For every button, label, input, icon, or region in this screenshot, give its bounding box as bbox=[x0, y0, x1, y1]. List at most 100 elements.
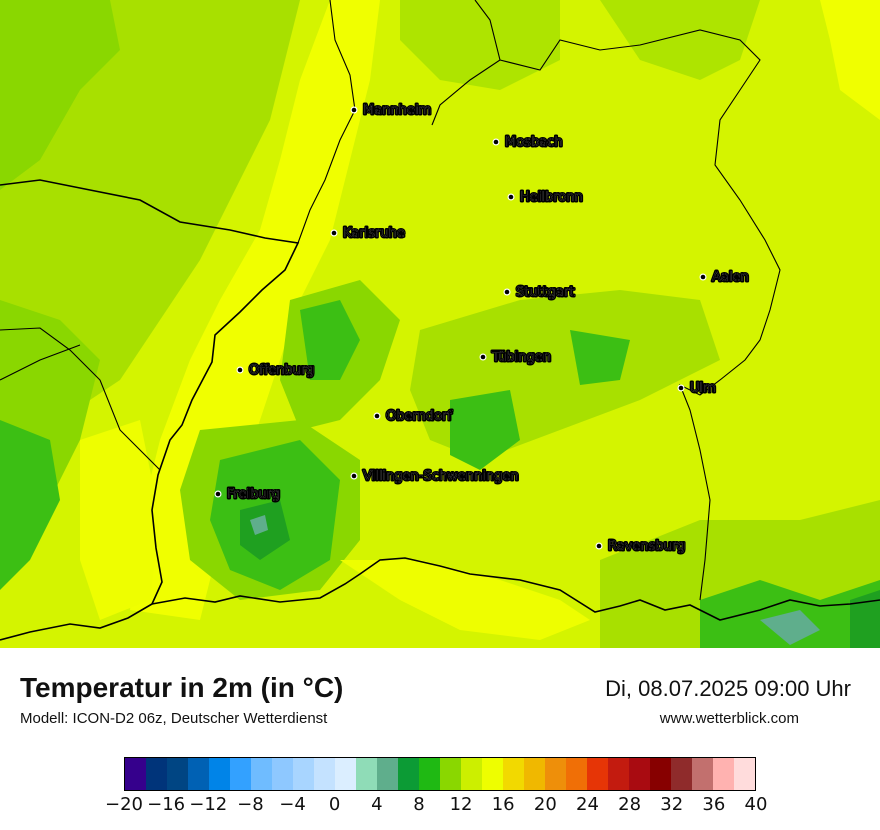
legend-swatch bbox=[167, 758, 188, 790]
legend-tick-label: 4 bbox=[371, 794, 383, 815]
legend-swatch bbox=[356, 758, 377, 790]
city-dot bbox=[700, 274, 706, 280]
city-label-halo: Freiburg bbox=[227, 487, 280, 502]
legend-swatch bbox=[608, 758, 629, 790]
legend-swatch bbox=[335, 758, 356, 790]
city-label: Freiburg bbox=[227, 487, 280, 502]
legend-swatch bbox=[440, 758, 461, 790]
map-canvas bbox=[0, 0, 880, 648]
city-dot bbox=[508, 194, 514, 200]
model-info: Modell: ICON-D2 06z, Deutscher Wetterdie… bbox=[20, 710, 328, 727]
city-dot bbox=[351, 473, 357, 479]
legend-swatch bbox=[251, 758, 272, 790]
city-label-halo: Ravensburg bbox=[608, 539, 685, 554]
city-label-halo: Ulm bbox=[690, 381, 716, 396]
legend-swatch bbox=[230, 758, 251, 790]
city-label: Heilbronn bbox=[520, 190, 583, 205]
city-label: Tübingen bbox=[491, 350, 551, 365]
legend-swatch bbox=[461, 758, 482, 790]
legend-swatch bbox=[524, 758, 545, 790]
legend-tick-label: 12 bbox=[449, 794, 473, 815]
city-label-halo: Aalen bbox=[712, 270, 749, 285]
legend-tick-label: −4 bbox=[279, 794, 306, 815]
city-label: Stuttgart bbox=[516, 285, 574, 300]
legend-swatch bbox=[188, 758, 209, 790]
city-dot bbox=[596, 543, 602, 549]
legend-swatch bbox=[629, 758, 650, 790]
city-dot bbox=[331, 230, 337, 236]
state-borders bbox=[0, 0, 781, 601]
legend-tick-label: 8 bbox=[413, 794, 425, 815]
legend-swatch bbox=[671, 758, 692, 790]
city-dot bbox=[493, 139, 499, 145]
city-dot bbox=[351, 107, 357, 113]
map-title: Temperatur in 2m (in °C) bbox=[20, 672, 344, 703]
legend-swatch bbox=[209, 758, 230, 790]
city-label: Ravensburg bbox=[608, 539, 685, 554]
legend-swatch bbox=[314, 758, 335, 790]
city-label: Ulm bbox=[690, 381, 716, 396]
lake-constance-area bbox=[340, 560, 590, 640]
city-dot bbox=[215, 491, 221, 497]
website-link[interactable]: www.wetterblick.com bbox=[659, 710, 799, 727]
legend-tick-label: 32 bbox=[660, 794, 684, 815]
city-marker[interactable]: Villingen-SchwenningenVillingen-Schwenni… bbox=[350, 468, 520, 486]
legend-swatch bbox=[713, 758, 734, 790]
city-label: Villingen-Schwenningen bbox=[363, 469, 519, 484]
legend-tick-label: 16 bbox=[491, 794, 515, 815]
legend-tick-label: −8 bbox=[237, 794, 264, 815]
city-label-halo: Mannheim bbox=[363, 103, 431, 118]
legend-tick-label: 36 bbox=[702, 794, 726, 815]
city-label: Oberndorf bbox=[386, 409, 452, 424]
city-label-halo: Tübingen bbox=[491, 350, 551, 365]
legend-swatch bbox=[146, 758, 167, 790]
legend-swatch bbox=[125, 758, 146, 790]
city-label-halo: Stuttgart bbox=[516, 285, 574, 300]
city-dot bbox=[504, 289, 510, 295]
legend-swatch bbox=[398, 758, 419, 790]
city-label: Mannheim bbox=[363, 103, 431, 118]
legend-swatch bbox=[650, 758, 671, 790]
legend-swatch bbox=[419, 758, 440, 790]
legend-tick-label: 40 bbox=[744, 794, 768, 815]
city-label-halo: Heilbronn bbox=[520, 190, 583, 205]
city-dot bbox=[480, 354, 486, 360]
city-label: Offenburg bbox=[249, 363, 314, 378]
color-legend bbox=[124, 757, 756, 791]
city-label: Karlsruhe bbox=[343, 226, 405, 241]
legend-tick-label: 24 bbox=[576, 794, 599, 815]
legend-swatch bbox=[692, 758, 713, 790]
legend-swatch bbox=[482, 758, 503, 790]
legend-swatch bbox=[293, 758, 314, 790]
legend-tick-label: −20 bbox=[105, 794, 143, 815]
legend-swatch bbox=[545, 758, 566, 790]
legend-ticks: −20 −16 −12 −8 −4 0 4 8 12 16 20 24 28 32 36 40 bbox=[105, 794, 767, 818]
temperature-map[interactable]: Mannheim Mannheim Mosbach Mosbach Heilbronn H… bbox=[0, 0, 880, 648]
legend-swatch bbox=[566, 758, 587, 790]
city-dot bbox=[237, 367, 243, 373]
legend-tick-label: −12 bbox=[189, 794, 228, 815]
city-label: Mosbach bbox=[505, 135, 563, 150]
legend-tick-label: 20 bbox=[533, 794, 557, 815]
city-label-halo: Offenburg bbox=[249, 363, 314, 378]
country-borders bbox=[0, 179, 880, 641]
legend-swatch bbox=[587, 758, 608, 790]
city-label-halo: Villingen-Schwenningen bbox=[363, 469, 519, 484]
legend-tick-label: 0 bbox=[328, 794, 341, 815]
city-label-halo: Karlsruhe bbox=[343, 226, 405, 241]
legend-tick-label: 28 bbox=[618, 794, 642, 815]
city-dot bbox=[678, 385, 684, 391]
